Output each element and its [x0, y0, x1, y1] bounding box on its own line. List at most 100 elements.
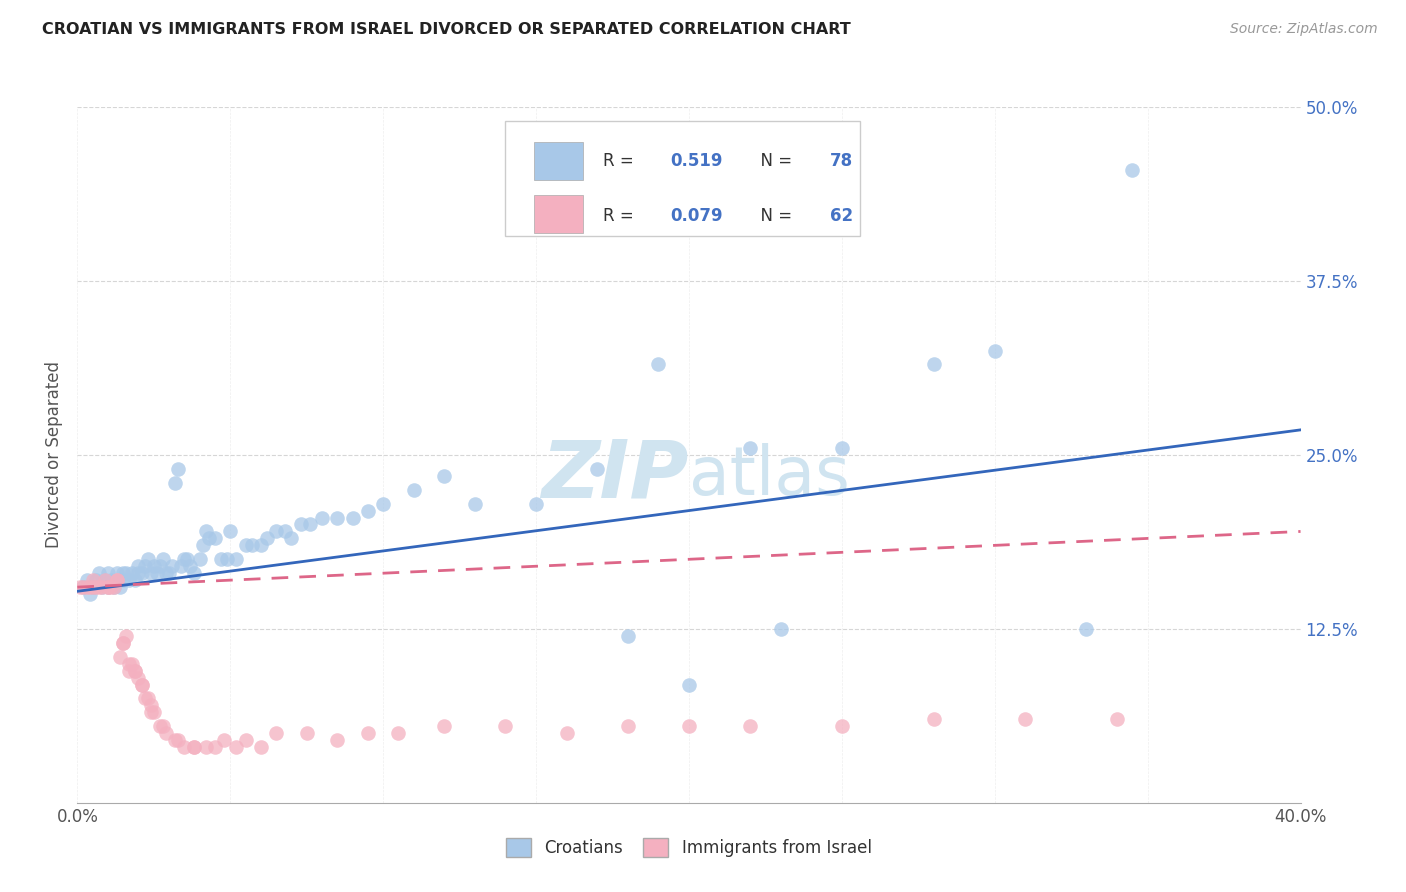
Point — [131, 566, 153, 581]
Point — [90, 580, 112, 594]
Point — [165, 733, 187, 747]
Point — [219, 524, 242, 539]
Point — [256, 532, 278, 546]
Point — [280, 532, 302, 546]
Point — [124, 664, 146, 678]
Point — [127, 671, 149, 685]
Bar — [534, 142, 582, 180]
Point — [87, 580, 110, 594]
Point — [82, 573, 104, 587]
Point — [198, 532, 221, 546]
Point — [433, 468, 456, 483]
Point — [136, 691, 159, 706]
Text: N =: N = — [751, 207, 797, 225]
Text: R =: R = — [603, 207, 640, 225]
Point — [831, 441, 853, 455]
Point — [121, 657, 143, 671]
Point — [72, 580, 94, 594]
Point — [274, 524, 297, 539]
Text: atlas: atlas — [689, 442, 849, 508]
Point — [1076, 622, 1098, 636]
Bar — [534, 194, 582, 233]
Point — [769, 622, 792, 636]
Point — [922, 358, 945, 372]
Point — [464, 497, 486, 511]
Point — [311, 510, 333, 524]
Point — [235, 538, 257, 552]
Point — [115, 566, 138, 581]
Point — [142, 559, 165, 574]
Point — [647, 358, 669, 372]
Point — [160, 559, 183, 574]
Point — [115, 629, 138, 643]
Point — [165, 475, 187, 490]
Point — [204, 740, 226, 755]
Point — [105, 573, 128, 587]
Point — [100, 580, 122, 594]
Point — [298, 517, 321, 532]
Point — [188, 552, 211, 566]
Y-axis label: Divorced or Separated: Divorced or Separated — [45, 361, 63, 549]
Point — [97, 580, 120, 594]
Point — [105, 566, 128, 581]
Point — [176, 552, 198, 566]
Point — [183, 740, 205, 755]
Point — [191, 538, 214, 552]
Point — [173, 740, 195, 755]
Point — [131, 677, 153, 691]
Point — [112, 636, 135, 650]
Point — [131, 677, 153, 691]
Text: R =: R = — [603, 152, 640, 170]
FancyBboxPatch shape — [506, 121, 860, 235]
Point — [194, 524, 217, 539]
Point — [290, 517, 312, 532]
Point — [1121, 162, 1143, 177]
Point — [1014, 712, 1036, 726]
Point — [127, 559, 149, 574]
Point — [586, 462, 609, 476]
Point — [90, 580, 112, 594]
Point — [179, 559, 201, 574]
Point — [209, 552, 232, 566]
Point — [326, 733, 349, 747]
Point — [146, 566, 169, 581]
Text: N =: N = — [751, 152, 797, 170]
Point — [118, 657, 141, 671]
Point — [357, 726, 380, 740]
Point — [433, 719, 456, 733]
Point — [984, 343, 1007, 358]
Point — [194, 740, 217, 755]
Point — [76, 573, 98, 587]
Point — [108, 649, 131, 664]
Point — [69, 580, 91, 594]
Point — [136, 552, 159, 566]
Point — [152, 719, 174, 733]
Point — [87, 566, 110, 581]
Point — [82, 580, 104, 594]
Point — [922, 712, 945, 726]
Legend: Croatians, Immigrants from Israel: Croatians, Immigrants from Israel — [499, 831, 879, 864]
Point — [167, 462, 190, 476]
Point — [76, 580, 98, 594]
Point — [97, 580, 120, 594]
Point — [112, 573, 135, 587]
Point — [387, 726, 409, 740]
Point — [94, 573, 117, 587]
Point — [134, 691, 156, 706]
Text: 0.519: 0.519 — [671, 152, 723, 170]
Point — [183, 740, 205, 755]
Point — [740, 441, 762, 455]
Point — [235, 733, 257, 747]
Point — [103, 580, 125, 594]
Text: CROATIAN VS IMMIGRANTS FROM ISRAEL DIVORCED OR SEPARATED CORRELATION CHART: CROATIAN VS IMMIGRANTS FROM ISRAEL DIVOR… — [42, 22, 851, 37]
Point — [250, 740, 273, 755]
Point — [100, 573, 122, 587]
Point — [97, 580, 120, 594]
Point — [124, 664, 146, 678]
Point — [84, 580, 107, 594]
Text: 78: 78 — [830, 152, 852, 170]
Point — [121, 566, 143, 581]
Point — [139, 566, 162, 581]
Point — [617, 719, 640, 733]
Point — [72, 580, 94, 594]
